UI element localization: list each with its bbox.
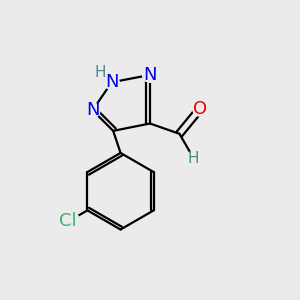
Circle shape [193,101,207,116]
Text: H: H [188,151,199,166]
Text: N: N [143,66,157,84]
Text: N: N [105,73,119,91]
Text: N: N [86,101,99,119]
Circle shape [142,68,158,82]
Text: O: O [193,100,207,118]
Circle shape [57,210,80,232]
Circle shape [187,152,200,165]
Circle shape [85,103,100,118]
Text: Cl: Cl [59,212,77,230]
Text: H: H [94,65,106,80]
Circle shape [104,75,119,90]
